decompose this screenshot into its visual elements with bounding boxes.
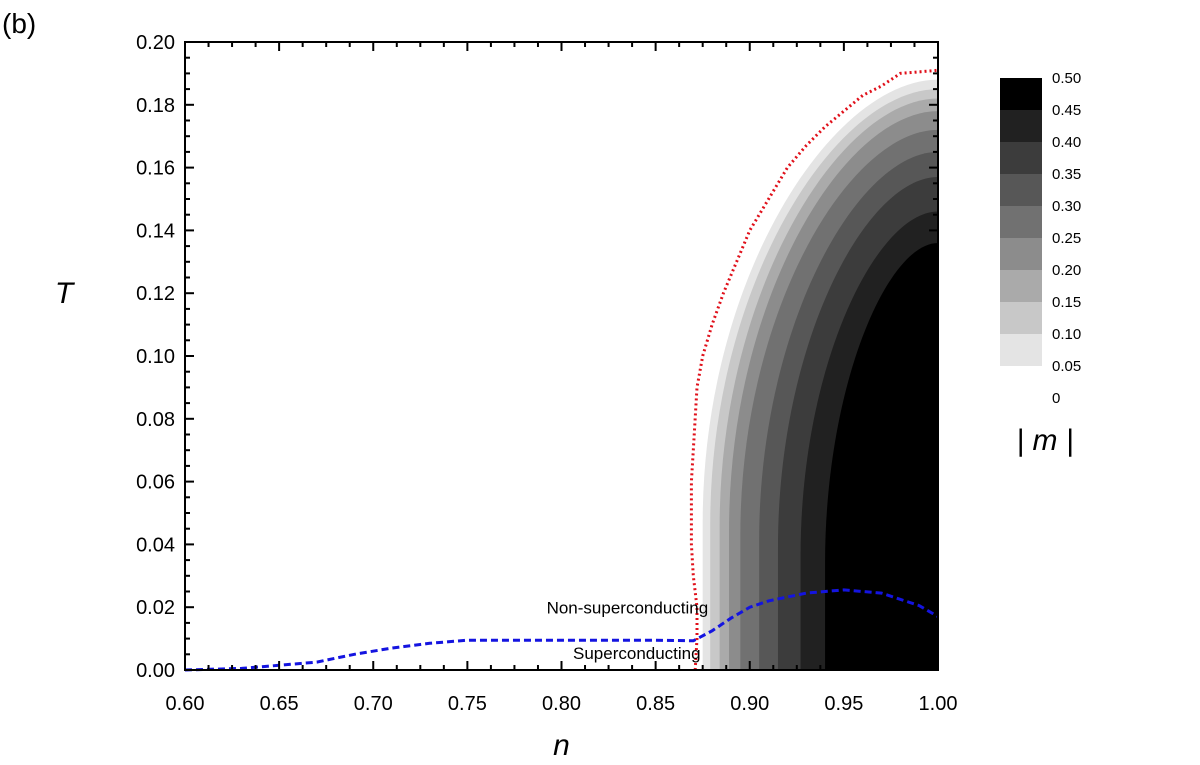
y-tick-label: 0.06 — [136, 472, 175, 494]
colorbar-tick-label: 0.05 — [1052, 358, 1081, 375]
colorbar-tick-label: 0.15 — [1052, 294, 1081, 311]
y-tick-label: 0.02 — [136, 597, 175, 619]
red-dotted-boundary-line — [689, 68, 939, 671]
colorbar-tick-label: 0 — [1052, 390, 1060, 407]
y-tick-label: 0.12 — [136, 283, 175, 305]
y-tick-label: 0.10 — [136, 346, 175, 368]
colorbar-tick-label: 0.40 — [1052, 134, 1081, 151]
colorbar-tick-label: 0.30 — [1052, 198, 1081, 215]
x-axis-title: n — [553, 729, 570, 762]
y-tick-label: 0.16 — [136, 158, 175, 180]
colorbar-band — [1000, 302, 1042, 334]
colorbar-band — [1000, 110, 1042, 142]
colorbar-band — [1000, 206, 1042, 238]
y-tick-label: 0.20 — [136, 32, 175, 54]
x-tick-label: 1.00 — [919, 693, 958, 715]
colorbar-band — [1000, 142, 1042, 174]
x-tick-label: 0.90 — [730, 693, 769, 715]
colorbar-tick-label: 0.20 — [1052, 262, 1081, 279]
colorbar-tick-label: 0.25 — [1052, 230, 1081, 247]
annotation-superconducting: Superconducting — [573, 644, 701, 663]
colorbar-title: | m | — [1016, 424, 1073, 457]
y-axis-title: T — [55, 277, 76, 310]
y-tick-label: 0.00 — [136, 660, 175, 682]
colorbar-band — [1000, 334, 1042, 366]
x-tick-label: 0.80 — [542, 693, 581, 715]
colorbar-tick-label: 0.45 — [1052, 102, 1081, 119]
contour-band-0.45 — [825, 242, 938, 670]
x-tick-label: 0.85 — [636, 693, 675, 715]
x-tick-label: 0.65 — [260, 693, 299, 715]
colorbar: 0 0.05 0.10 0.15 0.20 0.25 0.30 0.35 0.40 0.45 0.5… — [1000, 70, 1081, 407]
colorbar-band — [1000, 238, 1042, 270]
y-tick-label: 0.18 — [136, 95, 175, 117]
x-tick-label: 0.75 — [448, 693, 487, 715]
tick-layer — [184, 41, 939, 671]
colorbar-band — [1000, 78, 1042, 110]
curve-layer — [184, 68, 939, 672]
x-tick-label: 0.60 — [166, 693, 205, 715]
colorbar-tick-label: 0.35 — [1052, 166, 1081, 183]
panel-label: (b) — [2, 8, 37, 39]
y-tick-label: 0.04 — [136, 534, 175, 556]
colorbar-band — [1000, 270, 1042, 302]
x-tick-label: 0.70 — [354, 693, 393, 715]
colorbar-band — [1000, 174, 1042, 206]
contour-fill-layer — [702, 79, 938, 671]
tick-label-layer: 0.60 0.65 0.70 0.75 0.80 0.85 0.90 0.95 1.00 0.00… — [136, 32, 957, 715]
y-tick-label: 0.08 — [136, 409, 175, 431]
colorbar-tick-label: 0.50 — [1052, 70, 1081, 87]
x-tick-label: 0.95 — [824, 693, 863, 715]
blue-dashed-boundary-line — [184, 588, 939, 672]
annotation-non-superconducting: Non-superconducting — [547, 598, 709, 617]
y-tick-label: 0.14 — [136, 220, 175, 242]
colorbar-tick-label: 0.10 — [1052, 326, 1081, 343]
